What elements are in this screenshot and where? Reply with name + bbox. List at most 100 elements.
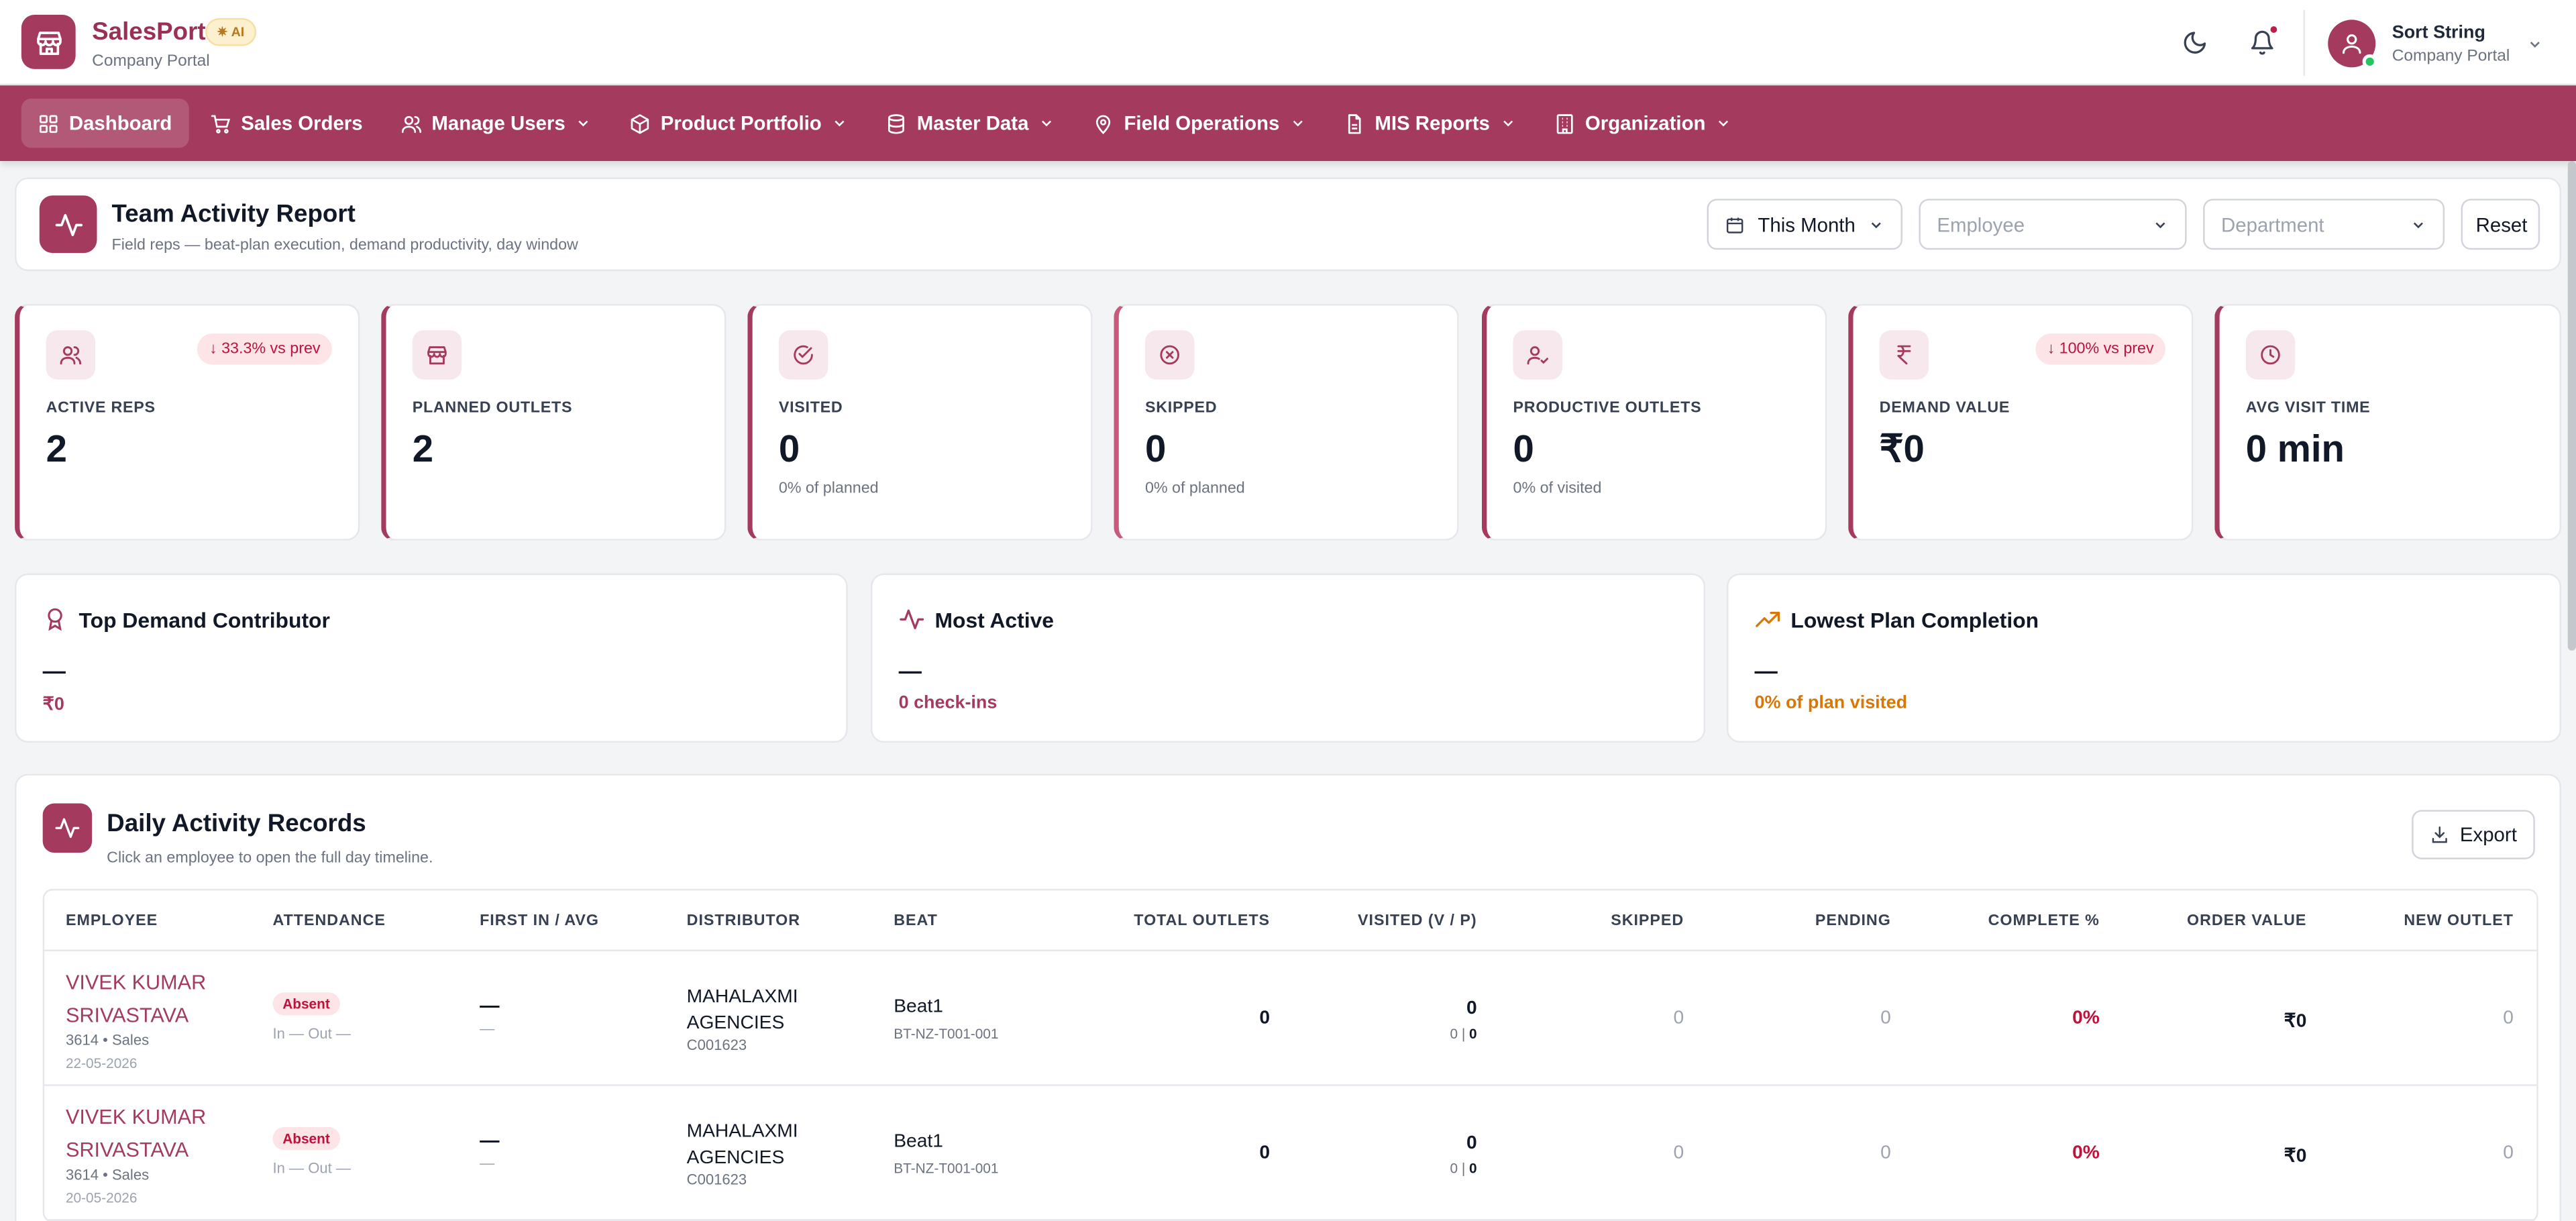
page-title: Team Activity Report [111,200,356,229]
section-subtitle: Click an employee to open the full day t… [107,849,433,868]
reset-button[interactable]: Reset [2461,199,2540,250]
period-select[interactable]: This Month [1707,199,1902,250]
stat-card-skipped: SKIPPED 0 0% of planned [1114,304,1459,541]
report-header-card: Team Activity Report Field reps — beat-p… [15,177,2561,272]
insight-title: Lowest Plan Completion [1790,608,2039,633]
activity-date: 20-05-2026 [65,1189,138,1206]
skipped-count: 0 [1673,1143,1684,1163]
store-logo-icon[interactable] [21,15,76,69]
ai-badge-label: AI [231,24,245,40]
column-header[interactable]: PENDING [1815,912,1891,931]
notification-dot [2269,24,2279,35]
insight-value: ₹0 [42,694,64,715]
top-bar: SalesPort ✷ AI Company Portal Sort String… [0,0,2576,86]
stat-label: ACTIVE REPS [46,399,156,418]
activity-table: EMPLOYEE ATTENDANCE FIRST IN / AVG DISTR… [42,888,2538,1221]
employee-select[interactable]: Employee [1919,199,2187,250]
x-circle-icon [1144,330,1195,380]
beat-code: BT-NZ-T001-001 [894,1159,999,1177]
first-in-value: — [480,1128,500,1152]
column-header[interactable]: COMPLETE % [1988,912,2100,931]
department-placeholder: Department [2221,213,2324,236]
user-name[interactable]: Sort String [2392,23,2485,43]
moon-icon[interactable] [2177,25,2213,61]
chevron-down-icon [1042,120,1052,127]
stat-value: 0 [1513,427,1534,470]
nav-label: Manage Users [431,111,566,135]
nav-item-sales-orders[interactable]: Sales Orders [193,99,379,148]
insight-name: — [898,657,922,684]
vp-visited: 0 [1450,1025,1458,1042]
column-header[interactable]: DISTRIBUTOR [686,912,801,931]
period-value: This Month [1758,213,1856,236]
chevron-down-icon [1719,120,1729,127]
first-in-avg: — [480,1155,495,1172]
store-icon [412,330,462,380]
in-out-times: In — Out — [272,1159,351,1177]
activity-icon [42,803,93,853]
vp-visited: 0 [1450,1159,1458,1177]
employee-name-link[interactable]: VIVEK KUMAR SRIVASTAVA [65,971,207,1026]
attendance-badge: Absent [272,1127,340,1151]
chevron-down-icon [2155,222,2165,229]
chevron-down-icon[interactable] [2527,32,2543,61]
column-header[interactable]: SKIPPED [1611,912,1684,931]
clock-icon [2245,330,2296,380]
export-button[interactable]: Export [2412,810,2535,859]
department-select[interactable]: Department [2203,199,2445,250]
bell-icon[interactable] [2244,24,2280,61]
cart-icon [211,114,230,133]
column-header[interactable]: FIRST IN / AVG [480,912,600,931]
pending-count: 0 [1880,1143,1891,1163]
skipped-count: 0 [1673,1008,1684,1029]
nav-item-organization[interactable]: Organization [1538,99,1748,148]
insight-card-lowest-plan: Lowest Plan Completion — 0% of plan visi… [1726,573,2561,743]
column-header[interactable]: EMPLOYEE [65,912,158,931]
insight-value: 0% of plan visited [1754,693,1908,713]
main-nav: Dashboard Sales Orders Manage Users Prod… [0,85,2576,162]
trending-icon [1755,606,1781,641]
nav-item-field-operations[interactable]: Field Operations [1076,99,1322,148]
stat-value: 0 [778,427,800,470]
distributor-name: MAHALAXMI AGENCIES [686,1122,798,1169]
column-header[interactable]: NEW OUTLET [2404,912,2514,931]
report-icon [1348,113,1361,134]
chevron-down-icon [835,120,845,127]
column-header[interactable]: TOTAL OUTLETS [1134,912,1271,931]
column-header[interactable]: ATTENDANCE [272,912,386,931]
stat-label: VISITED [778,399,843,418]
beat-name: Beat1 [894,997,943,1017]
table-row[interactable]: VIVEK KUMAR SRIVASTAVA 3614 • Sales 20-0… [44,1086,2537,1221]
stat-value: 0 [1144,427,1167,470]
stat-label: AVG VISIT TIME [2245,399,2371,418]
stat-card-planned-outlets: PLANNED OUTLETS 2 [381,304,727,541]
chevron-down-icon [2413,222,2423,229]
nav-item-mis-reports[interactable]: MIS Reports [1327,99,1532,148]
table-header: EMPLOYEE ATTENDANCE FIRST IN / AVG DISTR… [44,890,2537,951]
first-in-value: — [480,994,500,1017]
nav-item-product-portfolio[interactable]: Product Portfolio [613,99,865,148]
nav-label: Field Operations [1124,111,1280,135]
activity-date: 22-05-2026 [65,1055,138,1071]
beat-code: BT-NZ-T001-001 [894,1025,999,1042]
stat-sub: 0% of planned [778,480,879,498]
distributor-code: C001623 [686,1037,747,1053]
insight-name: — [42,657,66,684]
nav-item-master-data[interactable]: Master Data [869,99,1071,148]
employee-name-link[interactable]: VIVEK KUMAR SRIVASTAVA [65,1106,207,1161]
column-header[interactable]: BEAT [894,912,938,931]
complete-percent: 0% [2072,1143,2100,1163]
calendar-icon [1726,217,1743,233]
page-scrollbar[interactable] [2567,161,2576,651]
attendance-badge: Absent [272,992,340,1016]
column-header[interactable]: VISITED (V / P) [1358,912,1477,931]
stat-card-demand-value: ↓ 100% vs prev DEMAND VALUE ₹0 [1848,304,2194,541]
nav-label: Sales Orders [241,111,363,135]
avatar[interactable] [2328,19,2377,69]
reset-label: Reset [2475,213,2528,236]
column-header[interactable]: ORDER VALUE [2187,912,2307,931]
nav-item-manage-users[interactable]: Manage Users [384,99,608,148]
nav-item-dashboard[interactable]: Dashboard [21,98,189,148]
table-row[interactable]: VIVEK KUMAR SRIVASTAVA 3614 • Sales 22-0… [44,951,2537,1086]
users-icon [401,115,421,132]
